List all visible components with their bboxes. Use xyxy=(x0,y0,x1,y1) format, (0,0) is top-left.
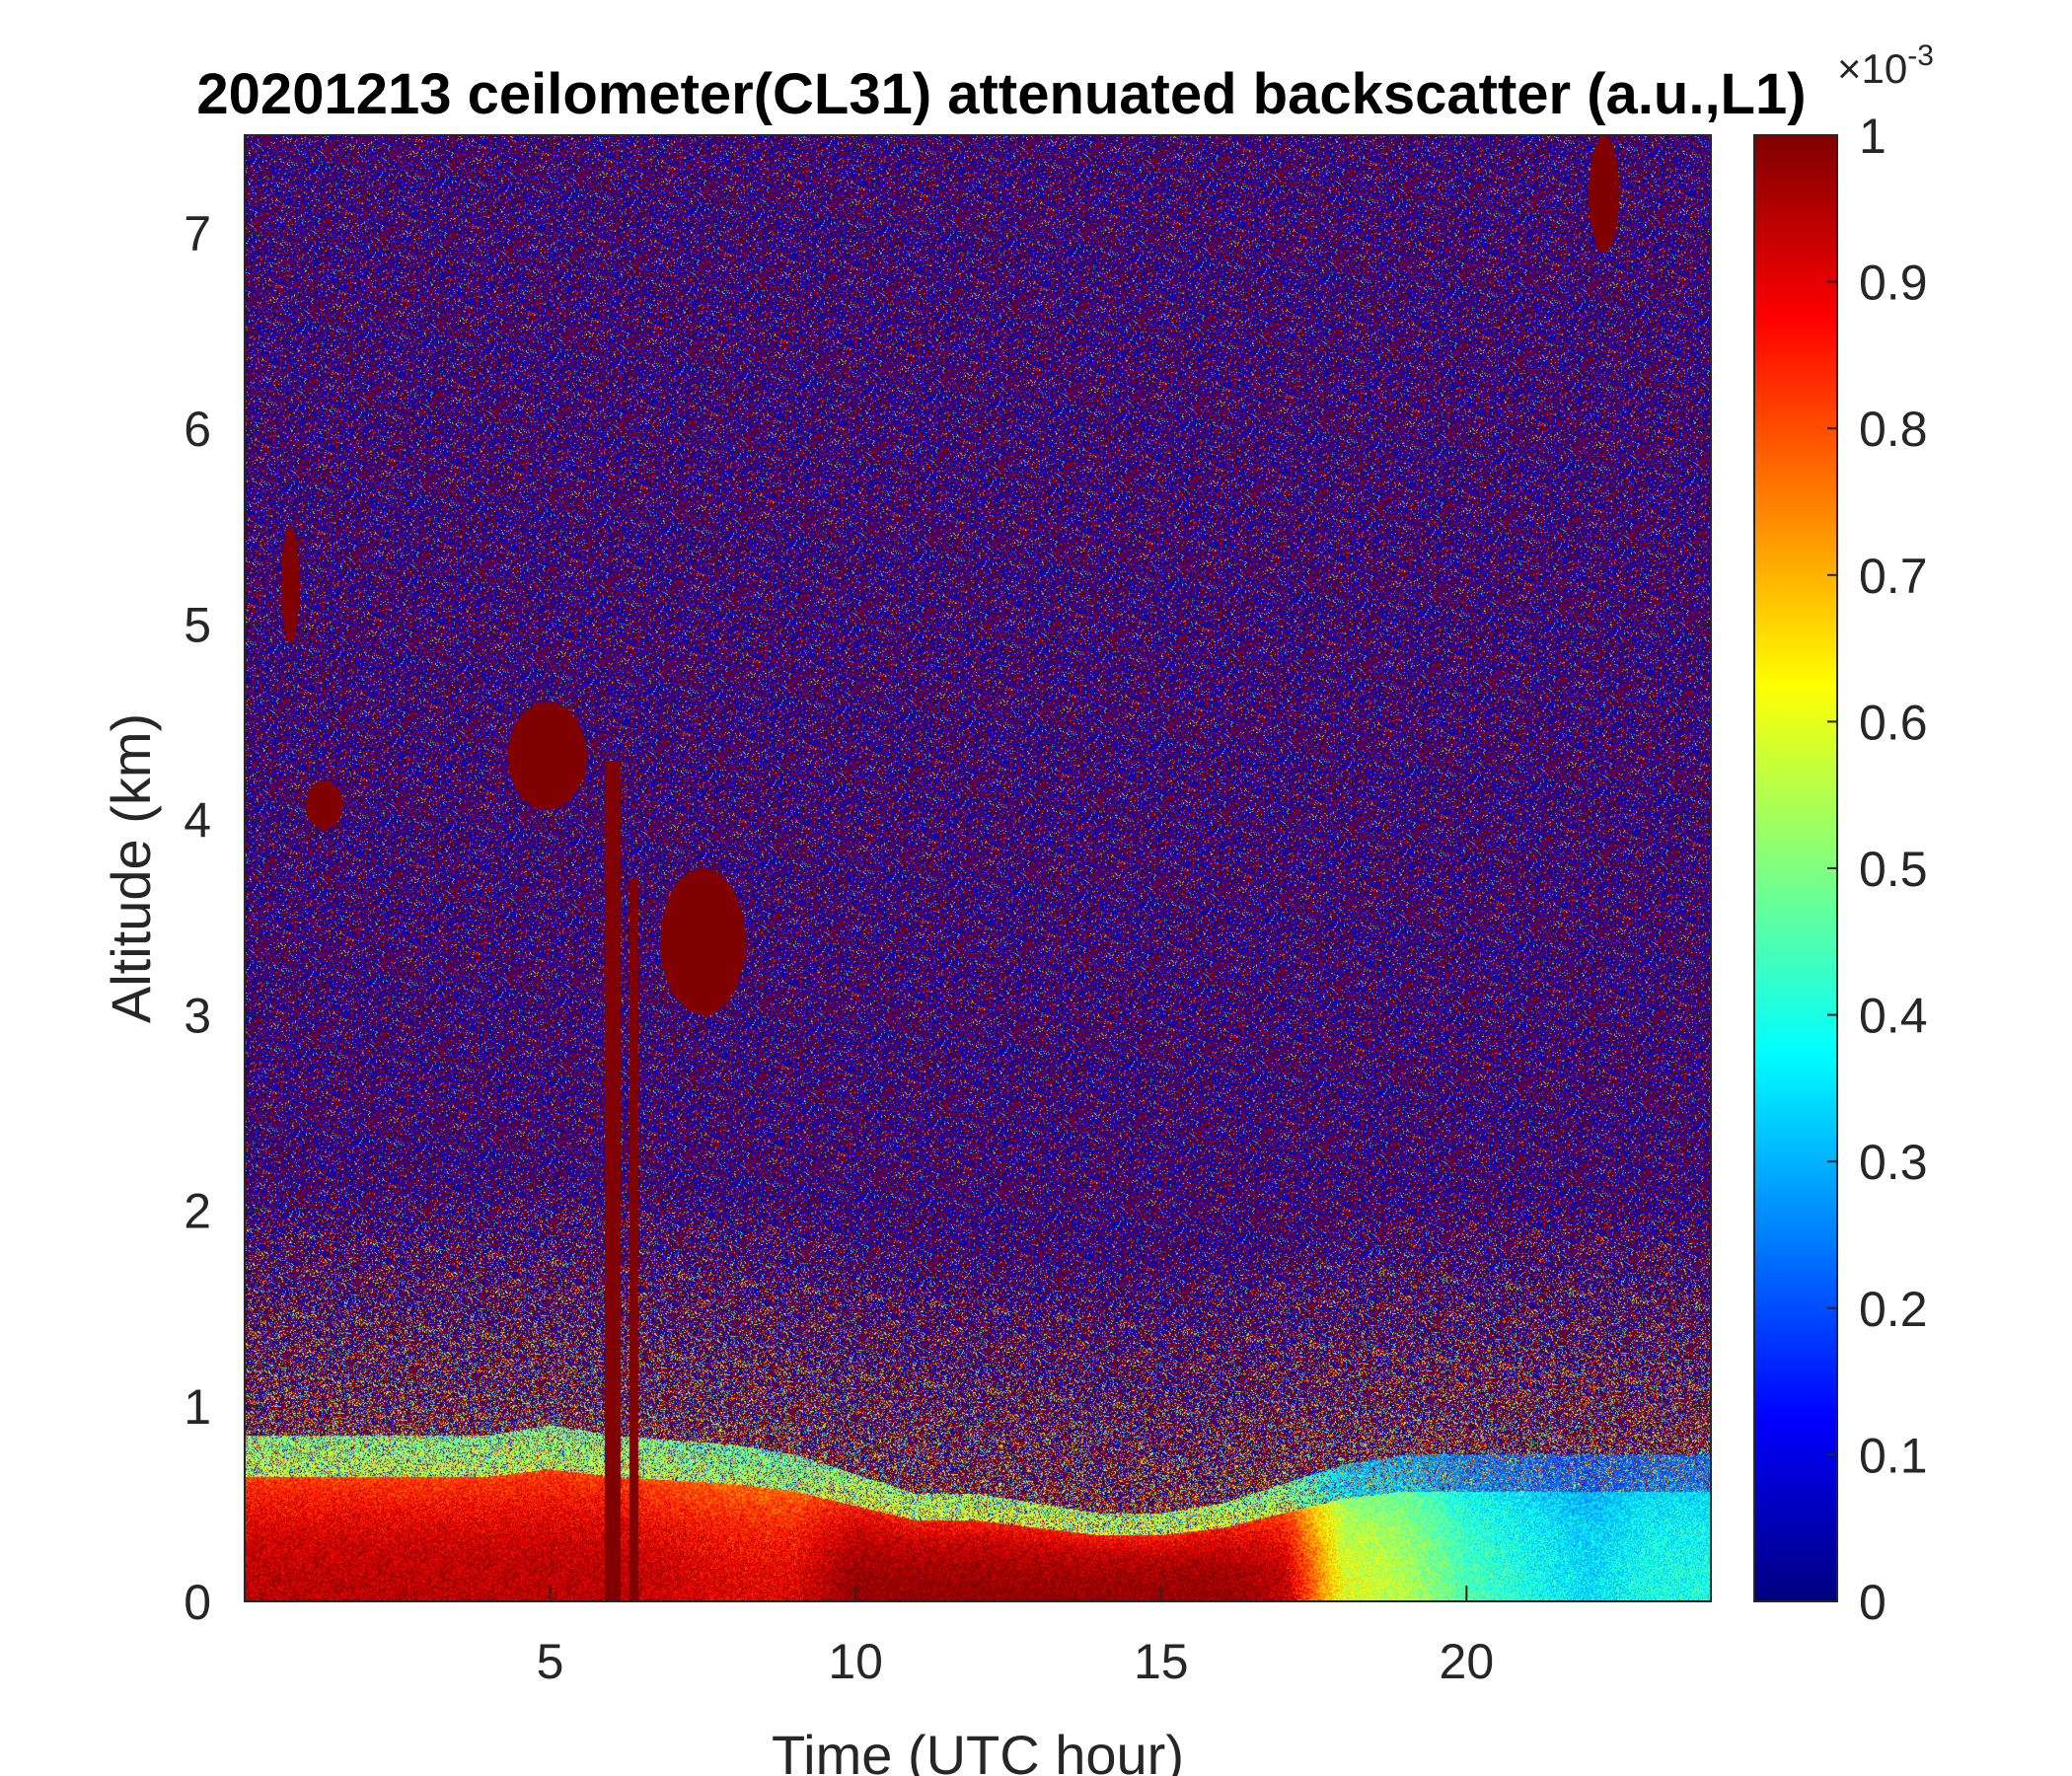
y-tick-label: 2 xyxy=(184,1184,211,1239)
y-tick-label: 6 xyxy=(184,402,211,457)
colorbar-exponent: ×10-3 xyxy=(1837,39,1934,92)
colorbar-tick-label: 0.7 xyxy=(1859,549,1928,604)
x-axis-label: Time (UTC hour) xyxy=(772,1724,1184,1776)
y-axis-label: Altitude (km) xyxy=(100,713,162,1023)
y-axis: 0 1 2 3 4 5 6 7 xyxy=(184,206,1711,1630)
colorbar-exponent-base: ×10 xyxy=(1837,45,1907,92)
y-tick-label: 0 xyxy=(184,1575,211,1630)
y-tick-label: 1 xyxy=(184,1379,211,1435)
x-tick-label: 10 xyxy=(828,1634,883,1689)
y-tick-label: 7 xyxy=(184,206,211,261)
colorbar-tick-label: 1 xyxy=(1859,109,1887,164)
colorbar-tick-label: 0.6 xyxy=(1859,695,1928,750)
x-tick-label: 20 xyxy=(1440,1634,1495,1689)
colorbar-tick-label: 0.3 xyxy=(1859,1135,1928,1190)
heatmap-surface xyxy=(245,135,1711,1601)
colorbar-exponent-power: -3 xyxy=(1907,39,1934,72)
colorbar-tick-label: 0.5 xyxy=(1859,842,1928,897)
y-tick-label: 4 xyxy=(184,792,211,848)
colorbar-ticks: 0 0.1 0.2 0.3 0.4 0.5 0.6 0.7 0.8 0.9 1 xyxy=(1827,109,1928,1630)
x-tick-label: 15 xyxy=(1134,1634,1189,1689)
plot-frame xyxy=(244,134,1712,1602)
chart-title: 20201213 ceilometer(CL31) attenuated bac… xyxy=(196,62,1806,126)
plot-area xyxy=(244,134,1712,1602)
colorbar-tick-label: 0.8 xyxy=(1859,402,1928,457)
y-tick-label: 3 xyxy=(184,989,211,1044)
colorbar-tick-label: 0.2 xyxy=(1859,1282,1928,1337)
colorbar-tick-label: 0 xyxy=(1859,1575,1887,1630)
colorbar-tick-label: 0.4 xyxy=(1859,989,1928,1044)
colorbar: 0 0.1 0.2 0.3 0.4 0.5 0.6 0.7 0.8 0.9 1 ×10-3 xyxy=(1753,39,1934,1630)
colorbar-gradient xyxy=(1753,134,1838,1602)
colorbar-tick-label: 0.1 xyxy=(1859,1428,1928,1483)
colorbar-tick-label: 0.9 xyxy=(1859,256,1928,311)
x-tick-label: 5 xyxy=(537,1634,564,1689)
x-axis: 5 10 15 20 xyxy=(537,135,1494,1689)
y-tick-label: 5 xyxy=(184,597,211,652)
